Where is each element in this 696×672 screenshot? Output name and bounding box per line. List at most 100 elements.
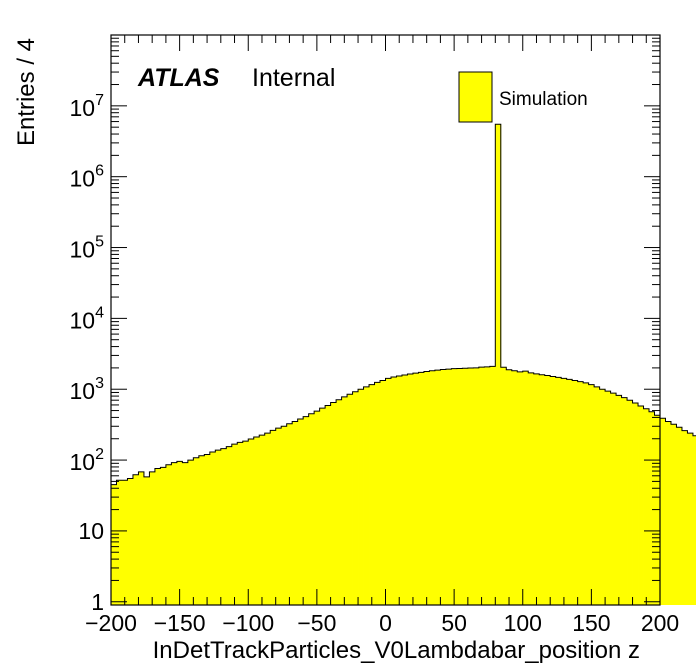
y-axis-title: Entries / 4 bbox=[13, 38, 40, 146]
histogram-bin bbox=[418, 372, 425, 605]
histogram-bin bbox=[352, 391, 359, 605]
histogram-bin bbox=[160, 467, 167, 605]
histogram-bin bbox=[434, 370, 441, 605]
histogram-bin bbox=[215, 450, 222, 605]
histogram-bin bbox=[561, 378, 568, 605]
histogram-bin bbox=[511, 370, 518, 605]
histogram-bin bbox=[407, 374, 414, 605]
histogram-bin bbox=[308, 413, 315, 605]
x-tick-label: 0 bbox=[379, 610, 392, 636]
histogram-bin bbox=[500, 367, 507, 605]
histogram-outline bbox=[110, 123, 696, 605]
histogram-bin bbox=[198, 455, 205, 605]
histogram-bin bbox=[478, 367, 485, 605]
histogram-bin bbox=[643, 408, 650, 605]
histogram-bin bbox=[649, 411, 655, 605]
histogram-bin bbox=[297, 418, 304, 605]
histogram-bin bbox=[632, 402, 639, 605]
histogram-bin bbox=[544, 375, 551, 605]
y-tick-label: 106 bbox=[70, 163, 105, 192]
histogram-bin bbox=[292, 421, 299, 605]
histogram-bin bbox=[281, 426, 288, 605]
histogram-bin bbox=[462, 368, 469, 605]
histogram-bin bbox=[369, 384, 375, 605]
x-tick-label: 100 bbox=[504, 610, 542, 636]
histogram-bin bbox=[610, 393, 617, 605]
histogram-bin bbox=[412, 373, 419, 605]
y-tick-label: 104 bbox=[70, 304, 105, 333]
y-tick-label: 107 bbox=[70, 92, 105, 121]
histogram-bin bbox=[566, 379, 573, 605]
legend-swatch-simulation bbox=[458, 71, 493, 123]
histogram-bin bbox=[341, 396, 348, 605]
legend: Simulation bbox=[458, 71, 588, 123]
histogram-bin bbox=[599, 389, 606, 605]
histogram-bin bbox=[165, 464, 172, 605]
histogram-bin bbox=[171, 462, 178, 605]
histogram-bin bbox=[264, 433, 271, 605]
histogram-bin bbox=[220, 448, 227, 605]
histogram-bin bbox=[116, 480, 123, 605]
histogram-bin bbox=[138, 471, 145, 605]
histogram-bin bbox=[154, 468, 161, 605]
histogram-bin bbox=[111, 484, 117, 605]
histogram-bin bbox=[226, 446, 233, 605]
histogram-bin bbox=[467, 368, 474, 605]
histogram-bin bbox=[484, 366, 491, 605]
x-tick-label: −200 bbox=[85, 610, 137, 636]
histogram-bin bbox=[522, 371, 529, 605]
histogram-bin bbox=[396, 375, 403, 605]
histogram-bin bbox=[676, 427, 683, 605]
x-tick-label: −100 bbox=[222, 610, 274, 636]
histogram-bin bbox=[539, 374, 546, 605]
histogram-bin bbox=[358, 389, 364, 605]
histogram-bin bbox=[390, 376, 397, 605]
histogram-bin bbox=[654, 415, 661, 605]
histogram-bin bbox=[209, 451, 216, 605]
histogram-bin bbox=[187, 460, 194, 605]
histogram-bin bbox=[248, 439, 255, 605]
histogram-bin bbox=[149, 471, 156, 605]
histogram-bin bbox=[670, 424, 677, 605]
histogram-bin bbox=[594, 386, 601, 605]
x-tick-label: −150 bbox=[154, 610, 206, 636]
histogram-bin bbox=[259, 435, 266, 605]
histogram-bin bbox=[303, 416, 310, 605]
y-tick-label: 105 bbox=[70, 234, 105, 263]
histogram-bin bbox=[374, 382, 381, 605]
histogram-bin bbox=[456, 368, 463, 605]
legend-label-simulation: Simulation bbox=[499, 89, 588, 110]
histogram-bin bbox=[121, 480, 128, 605]
histogram-bin bbox=[550, 376, 557, 605]
histogram-bin bbox=[588, 384, 595, 605]
histogram-bin bbox=[385, 378, 392, 605]
histogram-bin bbox=[445, 369, 452, 605]
histogram-bin bbox=[182, 462, 189, 605]
histogram-bin bbox=[314, 411, 321, 605]
y-tick-label: 103 bbox=[70, 375, 105, 404]
histogram-bin bbox=[253, 436, 260, 605]
histogram-bin bbox=[440, 369, 447, 605]
histogram-bin bbox=[451, 368, 458, 605]
histogram-bin bbox=[380, 380, 386, 605]
histogram-bin bbox=[429, 370, 436, 605]
histogram-bin bbox=[275, 428, 282, 605]
histogram-bin bbox=[627, 400, 633, 605]
histogram-bin bbox=[495, 124, 502, 605]
histogram-bin bbox=[665, 421, 672, 605]
x-tick-label: −50 bbox=[297, 610, 336, 636]
y-tick-label: 102 bbox=[70, 446, 105, 475]
histogram-bin bbox=[325, 405, 331, 605]
histogram-bars bbox=[111, 124, 696, 605]
histogram-bin bbox=[621, 397, 628, 605]
internal-label: Internal bbox=[252, 64, 335, 92]
histogram-bin bbox=[555, 377, 562, 605]
histogram-bin bbox=[583, 382, 590, 605]
x-tick-label: 50 bbox=[441, 610, 467, 636]
histogram-bin bbox=[473, 367, 480, 605]
histogram-bin bbox=[605, 391, 611, 605]
histogram-bin bbox=[242, 441, 249, 605]
y-axis: 1 10 102 103 104 105 106 107 bbox=[70, 37, 660, 615]
histogram-bin bbox=[204, 454, 211, 605]
